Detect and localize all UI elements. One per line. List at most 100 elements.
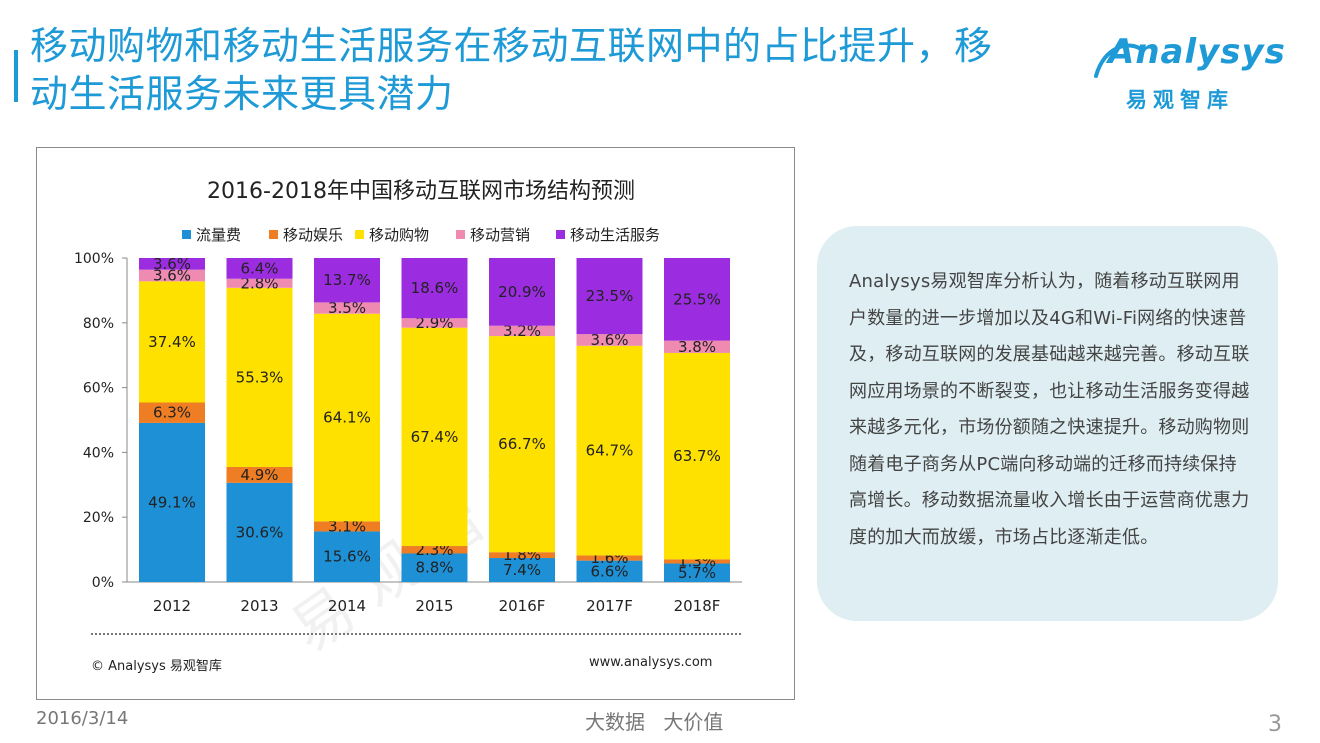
legend-swatch (182, 230, 191, 239)
y-tick-label: 80% (83, 316, 114, 332)
legend-label: 流量费 (196, 226, 241, 244)
y-tick-label: 40% (83, 445, 114, 461)
bar-segment (576, 258, 643, 335)
bar-segment (226, 287, 293, 467)
x-tick-label: 2018F (674, 597, 721, 615)
footer-slogan: 大数据 大价值 (585, 710, 724, 734)
page-number: 3 (1268, 712, 1282, 737)
bar-segment (401, 258, 468, 319)
data-label: 55.3% (236, 368, 284, 386)
logo-chinese-name: 易观智库 (1126, 88, 1234, 112)
legend-label: 移动购物 (369, 226, 429, 244)
legend-swatch (556, 230, 565, 239)
x-tick-label: 2012 (153, 597, 191, 615)
bar-segment (226, 466, 293, 483)
data-label: 20.9% (498, 283, 546, 301)
bar-segment (664, 563, 730, 582)
legend-swatch (456, 230, 465, 239)
bar-segment (226, 278, 293, 288)
bar-segment (489, 325, 555, 337)
bar-segment (139, 258, 205, 270)
title-accent-bar (14, 50, 18, 102)
bar-segment (401, 318, 468, 328)
data-label: 49.1% (148, 493, 196, 511)
bar-segment (139, 281, 205, 403)
data-label: 2.9% (415, 314, 453, 332)
y-tick-label: 0% (92, 575, 114, 591)
y-tick-label: 100% (74, 251, 114, 267)
analysis-text: Analysys易观智库分析认为，随着移动互联网用户数量的进一步增加以及4G和W… (849, 271, 1250, 548)
bar-segment (314, 521, 380, 532)
x-tick-label: 2016F (499, 597, 546, 615)
legend-label: 移动营销 (470, 226, 530, 244)
bar-segment (576, 345, 643, 556)
analysys-logo: Analysys 易观智库 (1090, 32, 1290, 122)
data-label: 3.8% (678, 338, 716, 356)
x-tick-label: 2013 (240, 597, 278, 615)
chart-title: 2016-2018年中国移动互联网市场结构预测 (207, 179, 635, 204)
bar-segment (489, 558, 555, 582)
legend-label: 移动生活服务 (570, 226, 660, 244)
bar-segment (401, 546, 468, 554)
bar-segment (664, 258, 730, 341)
data-label: 30.6% (236, 523, 284, 541)
bar-segment (314, 258, 380, 303)
data-label: 13.7% (323, 271, 371, 289)
bar-segment (314, 531, 380, 582)
bar-segment (226, 258, 293, 279)
data-label: 5.7% (678, 564, 716, 582)
bar-segment (576, 334, 643, 346)
data-label: 3.6% (153, 255, 191, 273)
bar-segment (139, 422, 205, 582)
data-label: 64.1% (323, 409, 371, 427)
logo-wordmark: Analysys (1108, 32, 1286, 72)
data-label: 6.4% (240, 259, 278, 277)
y-tick-label: 60% (83, 381, 114, 397)
footer-date: 2016/3/14 (36, 708, 129, 729)
bar-segment (314, 302, 380, 314)
legend-swatch (269, 230, 278, 239)
legend-label: 移动娱乐 (283, 226, 343, 244)
data-label: 3.2% (503, 322, 541, 340)
bar-segment (314, 313, 380, 522)
data-label: 6.3% (153, 404, 191, 422)
data-label: 7.4% (503, 561, 541, 579)
bar-segment (139, 269, 205, 282)
data-label: 3.6% (590, 331, 628, 349)
data-label: 63.7% (673, 447, 721, 465)
data-label: 67.4% (411, 428, 459, 446)
bar-segment (489, 552, 555, 559)
bar-segment (139, 402, 205, 423)
legend-swatch (355, 230, 364, 239)
bar-segment (489, 258, 555, 326)
data-label: 3.6% (153, 266, 191, 284)
chart-divider (91, 633, 741, 635)
analysis-panel: Analysys易观智库分析认为，随着移动互联网用户数量的进一步增加以及4G和W… (817, 226, 1278, 621)
data-label: 18.6% (411, 279, 459, 297)
data-label: 6.6% (590, 562, 628, 580)
bar-segment (226, 482, 293, 582)
x-tick-label: 2014 (328, 597, 366, 615)
bar-segment (489, 336, 555, 553)
data-label: 25.5% (673, 290, 721, 308)
chart-copyright: © Analysys 易观智库 (91, 659, 222, 674)
data-label: 3.5% (328, 299, 366, 317)
bar-segment (664, 559, 730, 564)
bar-segment (576, 555, 643, 561)
bar-segment (401, 553, 468, 582)
page-title: 移动购物和移动生活服务在移动互联网中的占比提升，移动生活服务未来更具潜力 (30, 24, 993, 116)
data-label: 3.1% (328, 517, 366, 535)
data-label: 4.9% (240, 466, 278, 484)
data-label: 66.7% (498, 435, 546, 453)
bar-segment (401, 327, 468, 547)
y-tick-label: 20% (83, 510, 114, 526)
data-label: 8.8% (415, 559, 453, 577)
chart-frame: 易观智库 2016-2018年中国移动互联网市场结构预测流量费移动娱乐移动购物移… (36, 147, 795, 700)
bar-segment (576, 560, 643, 582)
x-tick-label: 2015 (415, 597, 453, 615)
logo-swoosh-icon (1094, 43, 1144, 78)
x-tick-label: 2017F (586, 597, 633, 615)
chart-website: www.analysys.com (589, 655, 713, 670)
bar-segment (664, 352, 730, 560)
